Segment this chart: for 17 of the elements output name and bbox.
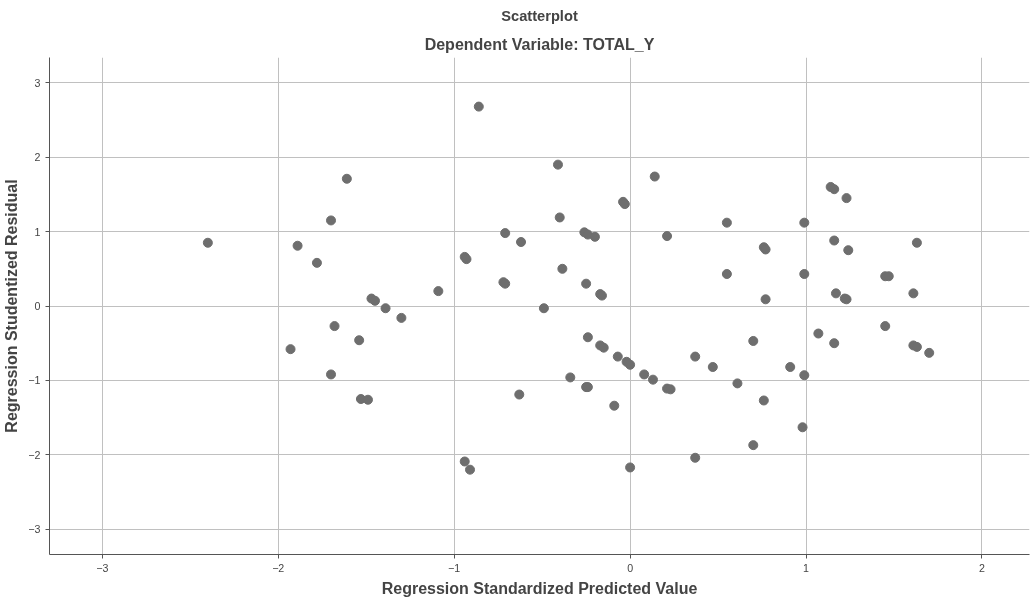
chart-title: Scatterplot	[501, 7, 578, 24]
y-tick-label: 2	[34, 151, 41, 164]
x-tick-label: 2	[979, 561, 986, 574]
x-axis-title: Regression Standardized Predicted Value	[381, 579, 698, 597]
y-tick-label: 0	[34, 300, 41, 312]
x-tick-label: −1	[448, 561, 461, 574]
chart-subtitle: Dependent Variable: TOTAL_Y	[424, 35, 655, 53]
y-tick-label: 3	[34, 76, 41, 89]
y-tick-label: −1	[28, 374, 41, 387]
y-tick-label: −3	[28, 523, 41, 536]
y-axis-title: Regression Studentized Residual	[3, 179, 21, 433]
x-tick-label: 1	[803, 561, 810, 574]
x-tick-label: 0	[627, 561, 634, 574]
x-tick-label: −3	[96, 561, 109, 574]
y-tick-label: −2	[28, 448, 41, 461]
x-tick-label: −2	[272, 561, 285, 574]
y-tick-label: 1	[34, 225, 41, 238]
